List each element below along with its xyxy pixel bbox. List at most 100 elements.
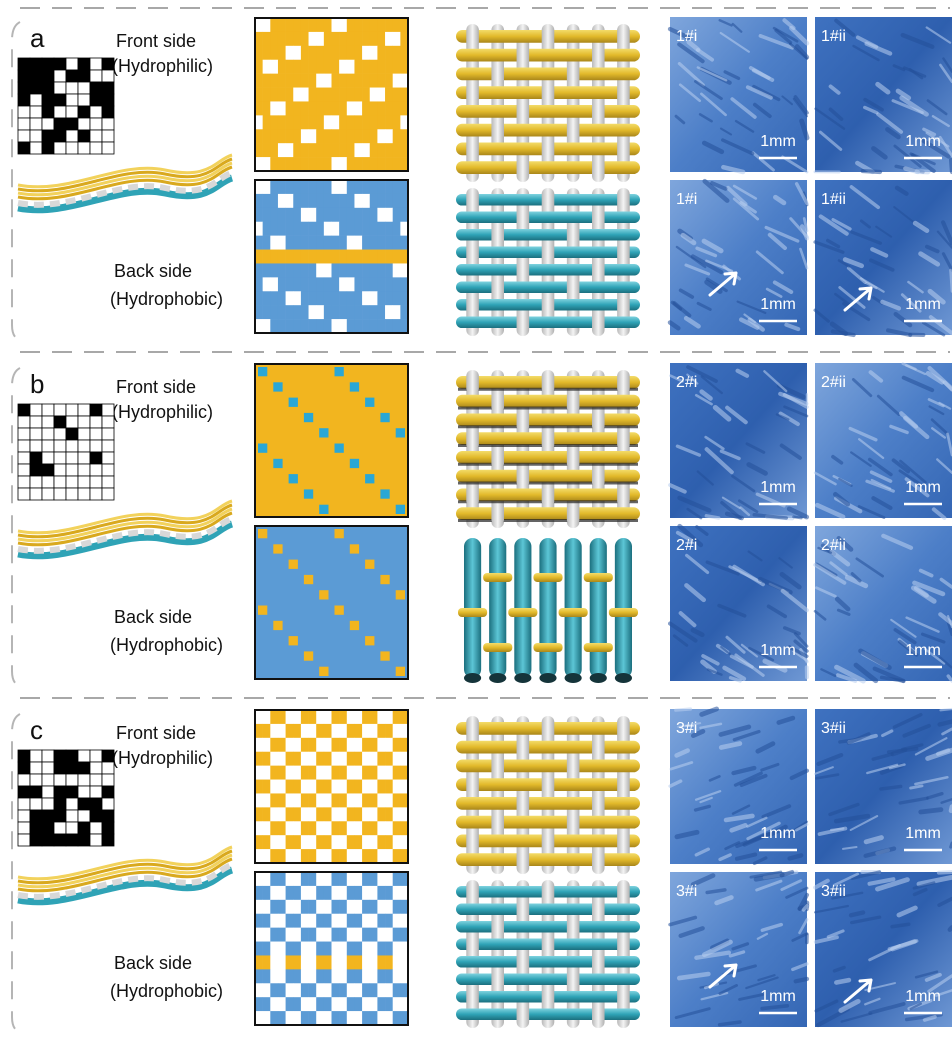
pattern-cell: [316, 942, 324, 956]
pattern-cell: [263, 835, 271, 849]
pattern-cell: [324, 886, 332, 900]
pattern-cell: [286, 319, 294, 333]
pattern-cell: [293, 955, 301, 969]
pattern-cell: [255, 738, 263, 752]
weave-cell: [78, 106, 90, 118]
weave-rod: [517, 370, 530, 528]
pattern-cell: [347, 914, 355, 928]
pattern-cell: [339, 143, 347, 157]
pattern-cell: [393, 291, 401, 305]
pattern-cell: [370, 835, 378, 849]
pattern-cell: [385, 157, 393, 171]
pattern-cell: [362, 780, 370, 794]
weave-cell: [78, 416, 90, 428]
pattern-cell: [385, 997, 393, 1011]
weave-render: [456, 716, 640, 874]
weave-rod: [456, 395, 640, 408]
pattern-cell: [370, 46, 378, 60]
pattern-cell: [255, 222, 263, 236]
pattern-cell: [393, 236, 401, 250]
pattern-cell: [293, 263, 301, 277]
pattern-cell: [362, 32, 370, 46]
weave-cell: [90, 834, 102, 846]
pattern-cell: [377, 143, 385, 157]
pattern-cell: [293, 710, 301, 724]
weave-rod: [567, 971, 580, 990]
pattern-dot: [258, 367, 267, 376]
pattern-cell: [385, 263, 393, 277]
pattern-cell: [301, 115, 309, 129]
pattern-cell: [370, 738, 378, 752]
weave-rod: [489, 538, 506, 678]
pattern-cell: [385, 60, 393, 74]
weave-rod: [456, 68, 640, 81]
weave-rod: [456, 229, 640, 241]
weave-shadow: [458, 407, 638, 410]
front-title: Front side: [116, 377, 196, 397]
pattern-cell: [377, 928, 385, 942]
weave-shadow: [458, 482, 638, 485]
weave-cell: [54, 822, 66, 834]
pattern-cell: [393, 60, 401, 74]
weave-cell: [102, 416, 114, 428]
pattern-cell: [393, 969, 401, 983]
weave-rod: [567, 65, 580, 85]
weave-cell: [66, 452, 78, 464]
pattern-cell: [263, 46, 271, 60]
weave-cell: [42, 834, 54, 846]
pattern-cell: [293, 194, 301, 208]
pattern-cell: [278, 997, 286, 1011]
pattern-cell: [309, 766, 317, 780]
weave-cell: [102, 834, 114, 846]
pattern-cell: [270, 955, 278, 969]
pattern-cell: [324, 157, 332, 171]
pattern-cell: [270, 710, 278, 724]
pattern-cell: [263, 157, 271, 171]
pattern-cell: [339, 32, 347, 46]
pattern-cell: [370, 250, 378, 264]
pattern-cell: [362, 180, 370, 194]
pattern-cell: [293, 222, 301, 236]
weave-cell: [78, 786, 90, 798]
pattern-cell: [324, 835, 332, 849]
pattern-cell: [393, 277, 401, 291]
pattern-cell: [270, 807, 278, 821]
weave-cell: [78, 452, 90, 464]
pattern-cell: [347, 1011, 355, 1025]
pattern-cell: [332, 724, 340, 738]
weave-cell: [42, 404, 54, 416]
pattern-cell: [301, 983, 309, 997]
pattern-cell: [270, 752, 278, 766]
weave-rod: [592, 850, 605, 870]
pattern-cell: [263, 983, 271, 997]
pattern-cell: [339, 60, 347, 74]
pattern-cell: [293, 997, 301, 1011]
pattern-cell: [270, 115, 278, 129]
pattern-cell: [301, 305, 309, 319]
weave-rod: [567, 918, 580, 937]
pattern-cell: [377, 46, 385, 60]
pattern-cell: [316, 955, 324, 969]
weave-rod-end: [615, 673, 632, 683]
pattern-cell: [286, 236, 294, 250]
pattern-cell: [316, 835, 324, 849]
pattern-cell: [339, 793, 347, 807]
pattern-cell: [385, 88, 393, 102]
pattern-dot: [350, 621, 359, 630]
pattern-cell: [293, 319, 301, 333]
pattern-cell: [316, 180, 324, 194]
weave-cell: [66, 70, 78, 82]
weave-rod: [617, 719, 630, 739]
pattern-cell: [393, 886, 401, 900]
pattern-cell: [301, 780, 309, 794]
pattern-dot: [258, 444, 267, 453]
pattern-cell: [286, 914, 294, 928]
pattern-cell: [286, 793, 294, 807]
pattern-dot: [289, 474, 298, 483]
pattern-cell: [393, 18, 401, 32]
pattern-cell: [309, 88, 317, 102]
weave-rod: [533, 573, 562, 582]
weave-rod: [559, 608, 588, 617]
pattern-cell: [263, 914, 271, 928]
weave-rod: [517, 158, 530, 178]
